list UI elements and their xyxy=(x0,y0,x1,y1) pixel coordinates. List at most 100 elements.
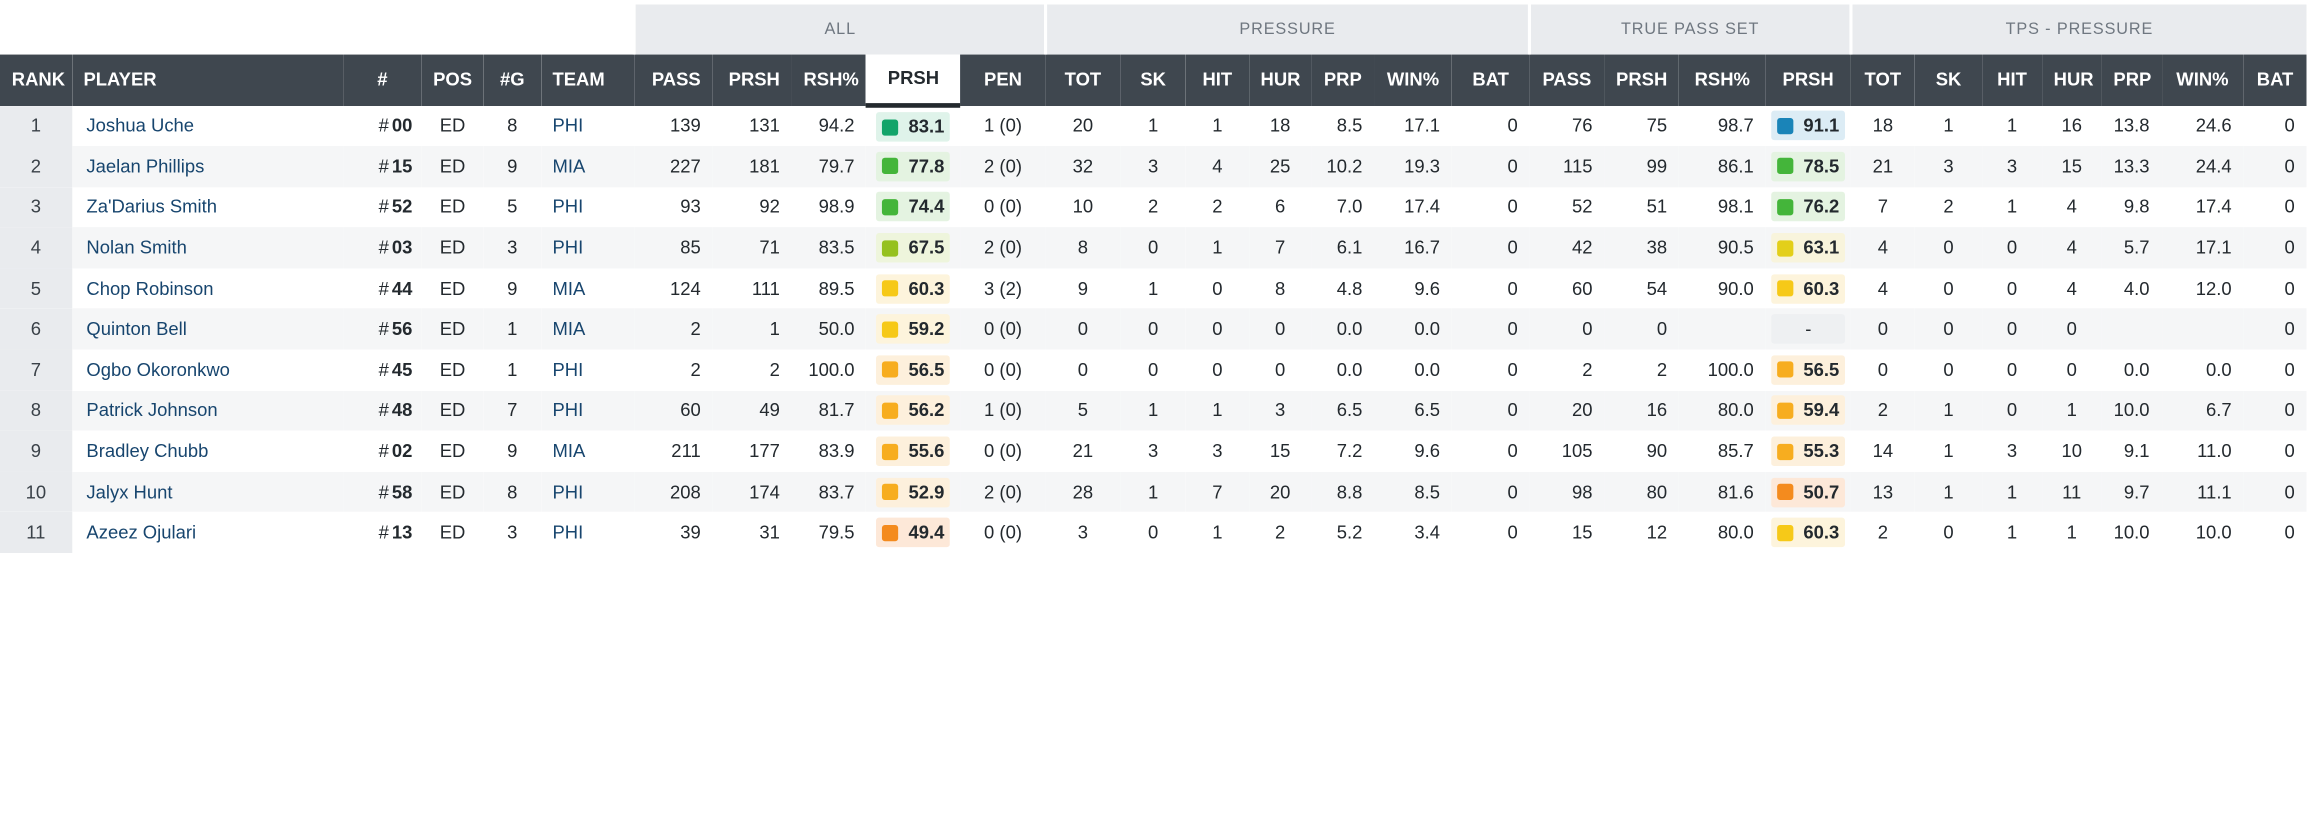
team-link[interactable]: PHI xyxy=(540,227,635,269)
team-link[interactable]: MIA xyxy=(540,146,635,187)
tps-total-cell: 0 xyxy=(1877,359,1888,381)
tps-hits-cell: 0 xyxy=(1982,390,2042,432)
team-link[interactable]: PHI xyxy=(552,196,584,218)
team-link[interactable]: PHI xyxy=(540,471,635,513)
table-row[interactable]: 9 Bradley Chubb #02 ED 9 MIA 211 177 83.… xyxy=(0,431,2307,472)
rank-cell: 1 xyxy=(0,105,72,147)
team-link[interactable]: PHI xyxy=(552,115,584,137)
col-header-pass[interactable]: PASS xyxy=(634,53,713,106)
tps-pass-cell: 15 xyxy=(1571,522,1593,544)
sacks-cell: 1 xyxy=(1120,471,1186,513)
prsh-grade-cell: 60.3 xyxy=(866,268,960,309)
team-link[interactable]: PHI xyxy=(552,359,584,381)
prsh-grade-cell: 67.5 xyxy=(866,227,961,269)
team-link[interactable]: MIA xyxy=(552,278,586,299)
tps-prp-cell: 9.1 xyxy=(2123,441,2150,462)
col-header-tps-win-pct[interactable]: WIN% xyxy=(2161,53,2244,106)
player-name-link[interactable]: Jalyx Hunt xyxy=(71,471,344,513)
col-header-win-pct[interactable]: WIN% xyxy=(1374,53,1452,106)
col-header-prp[interactable]: PRP xyxy=(1311,53,1375,106)
col-header-rank[interactable]: RANK xyxy=(0,53,72,106)
player-name-link[interactable]: Nolan Smith xyxy=(71,227,344,269)
tps-prsh-grade-cell: 59.4 xyxy=(1765,390,1851,432)
col-header-tps-bat[interactable]: BAT xyxy=(2243,53,2307,106)
table-row[interactable]: 7 Ogbo Okoronkwo #45 ED 1 PHI 2 2 100.0 … xyxy=(0,349,2307,391)
col-header-tps-prsh-grade[interactable]: PRSH xyxy=(1765,53,1851,106)
col-header-rsh-pct[interactable]: RSH% xyxy=(791,53,867,106)
col-header-tps-tot[interactable]: TOT xyxy=(1850,53,1915,106)
col-header-hur[interactable]: HUR xyxy=(1248,53,1312,106)
table-row[interactable]: 4 Nolan Smith #03 ED 3 PHI 85 71 83.5 67… xyxy=(0,227,2307,269)
pass-rush-snaps-cell: 1 xyxy=(712,308,792,350)
tps-prsh-grade-cell: 91.1 xyxy=(1766,105,1851,146)
total-pressures-cell: 28 xyxy=(1045,471,1121,513)
table-row[interactable]: 11 Azeez Ojulari #13 ED 3 PHI 39 31 79.5… xyxy=(0,512,2307,554)
team-link[interactable]: PHI xyxy=(540,390,635,432)
total-pressures-cell: 20 xyxy=(1072,115,1094,137)
col-header-tps-prsh[interactable]: PRSH xyxy=(1604,53,1679,106)
col-header-tps-hur[interactable]: HUR xyxy=(2041,53,2102,106)
col-header-player[interactable]: PLAYER xyxy=(71,53,344,106)
player-name-link[interactable]: Patrick Johnson xyxy=(71,390,344,432)
col-header-sk[interactable]: SK xyxy=(1120,53,1186,106)
tps-grade-color-swatch xyxy=(1777,524,1794,541)
player-name-link[interactable]: Jaelan Phillips xyxy=(71,146,344,187)
player-name-link[interactable]: Bradley Chubb xyxy=(86,441,209,462)
column-header-row: RANK PLAYER # POS #G TEAM PASS PRSH RSH%… xyxy=(0,53,2307,108)
rank-cell: 6 xyxy=(0,308,72,350)
table-row[interactable]: 1 Joshua Uche #00 ED 8 PHI 139 131 94.2 … xyxy=(0,105,2307,147)
hurries-cell: 3 xyxy=(1248,390,1312,432)
position-cell: ED xyxy=(421,227,484,269)
total-pressures-cell: 21 xyxy=(1072,441,1094,462)
player-name-link[interactable]: Ogbo Okoronkwo xyxy=(86,359,230,381)
col-header-games[interactable]: #G xyxy=(483,53,541,106)
table-row[interactable]: 8 Patrick Johnson #48 ED 7 PHI 60 49 81.… xyxy=(0,390,2307,432)
player-name-link[interactable]: Za'Darius Smith xyxy=(86,196,218,218)
tps-hurries-cell: 1 xyxy=(2041,390,2102,432)
player-name-link[interactable]: Azeez Ojulari xyxy=(86,522,197,544)
table-row[interactable]: 10 Jalyx Hunt #58 ED 8 PHI 208 174 83.7 … xyxy=(0,471,2307,513)
team-link[interactable]: MIA xyxy=(540,308,635,350)
col-header-tps-pass[interactable]: PASS xyxy=(1529,53,1605,106)
tps-sacks-cell: 1 xyxy=(1943,115,1954,137)
tps-rush-pct-cell: 85.7 xyxy=(1717,441,1754,462)
col-header-prsh[interactable]: PRSH xyxy=(712,53,792,106)
prp-cell: 7.2 xyxy=(1336,441,1363,462)
grade-color-swatch xyxy=(882,158,899,175)
col-header-number[interactable]: # xyxy=(343,53,422,106)
prsh-grade-cell: 52.9 xyxy=(866,471,961,513)
jersey-hash: # xyxy=(378,318,389,340)
col-header-tot[interactable]: TOT xyxy=(1045,53,1121,106)
table-row[interactable]: 5 Chop Robinson #44 ED 9 MIA 124 111 89.… xyxy=(0,268,2307,309)
jersey-number-cell: #02 xyxy=(344,431,422,472)
col-header-team[interactable]: TEAM xyxy=(540,53,635,106)
player-name-link[interactable]: Chop Robinson xyxy=(86,278,214,299)
jersey-number-cell: #56 xyxy=(343,308,422,350)
col-header-tps-sk[interactable]: SK xyxy=(1914,53,1983,106)
table-row[interactable]: 3 Za'Darius Smith #52 ED 5 PHI 93 92 98.… xyxy=(0,186,2307,228)
table-row[interactable]: 6 Quinton Bell #56 ED 1 MIA 2 1 50.0 59.… xyxy=(0,308,2307,350)
col-header-bat[interactable]: BAT xyxy=(1451,53,1530,106)
player-name-link[interactable]: Joshua Uche xyxy=(86,115,195,137)
grade-value: 77.8 xyxy=(908,156,945,177)
tps-batted-cell: 0 xyxy=(2284,441,2295,462)
col-header-pen[interactable]: PEN xyxy=(960,53,1046,106)
prsh-grade-cell: 59.2 xyxy=(866,308,961,350)
col-header-tps-prp[interactable]: PRP xyxy=(2101,53,2162,106)
hurries-cell: 0 xyxy=(1274,359,1286,381)
table-row[interactable]: 2 Jaelan Phillips #15 ED 9 MIA 227 181 7… xyxy=(0,146,2307,187)
col-header-hit[interactable]: HIT xyxy=(1185,53,1249,106)
tps-sacks-cell: 3 xyxy=(1914,146,1983,187)
games-cell: 5 xyxy=(507,196,518,218)
col-header-tps-rsh-pct[interactable]: RSH% xyxy=(1678,53,1766,106)
player-name-link[interactable]: Quinton Bell xyxy=(71,308,344,350)
col-header-prsh-grade-sorted[interactable]: PRSH xyxy=(866,53,961,108)
team-link[interactable]: PHI xyxy=(552,522,584,544)
tps-hits-cell: 0 xyxy=(1982,227,2042,269)
col-header-tps-hit[interactable]: HIT xyxy=(1982,53,2042,106)
col-header-pos[interactable]: POS xyxy=(421,53,484,106)
table-body: 1 Joshua Uche #00 ED 8 PHI 139 131 94.2 … xyxy=(0,105,2307,554)
team-link[interactable]: MIA xyxy=(552,441,586,462)
batted-cell: 0 xyxy=(1507,196,1518,218)
